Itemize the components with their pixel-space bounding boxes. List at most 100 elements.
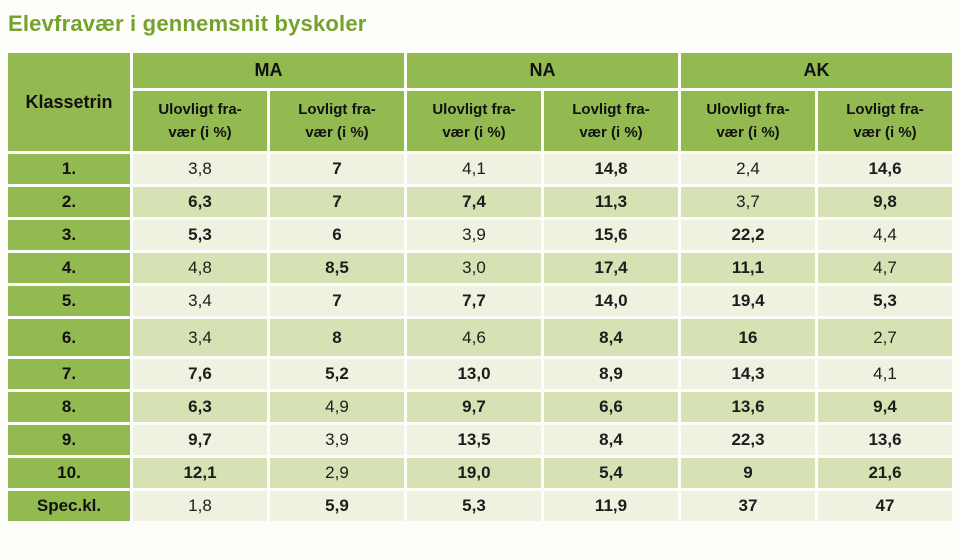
table-row: 5. 3,4 7 7,7 14,0 19,4 5,3	[8, 286, 952, 316]
table-row: 4. 4,8 8,5 3,0 17,4 11,1 4,7	[8, 253, 952, 283]
data-cell-na-lovligt: 6,6	[544, 392, 678, 422]
data-cell-ak-ulovligt: 22,3	[681, 425, 815, 455]
table-row: 9. 9,7 3,9 13,5 8,4 22,3 13,6	[8, 425, 952, 455]
data-cell-ma-ulovligt: 3,4	[133, 319, 267, 356]
data-cell-na-ulovligt: 13,5	[407, 425, 541, 455]
sub-header-row: Ulovligt fra- vær (i %) Lovligt fra- vær…	[8, 91, 952, 151]
column-header-na-ulovligt: Ulovligt fra- vær (i %)	[407, 91, 541, 151]
data-cell-ma-lovligt: 4,9	[270, 392, 404, 422]
table-row: 10. 12,1 2,9 19,0 5,4 9 21,6	[8, 458, 952, 488]
data-cell-ma-lovligt: 8,5	[270, 253, 404, 283]
sub-header-line: Lovligt fra-	[298, 100, 376, 118]
table-row: 7. 7,6 5,2 13,0 8,9 14,3 4,1	[8, 359, 952, 389]
data-cell-na-lovligt: 14,8	[544, 154, 678, 184]
data-cell-na-ulovligt: 9,7	[407, 392, 541, 422]
data-cell-ak-lovligt: 4,7	[818, 253, 952, 283]
data-cell-na-ulovligt: 19,0	[407, 458, 541, 488]
data-cell-ma-lovligt: 7	[270, 154, 404, 184]
data-cell-na-ulovligt: 5,3	[407, 491, 541, 521]
absence-table: Klassetrin MA NA AK Ulovligt fra- vær (i…	[5, 50, 955, 524]
data-cell-ak-ulovligt: 16	[681, 319, 815, 356]
data-cell-na-ulovligt: 3,0	[407, 253, 541, 283]
data-cell-ma-lovligt: 8	[270, 319, 404, 356]
sub-header-line: Lovligt fra-	[846, 100, 924, 118]
sub-header-line: Lovligt fra-	[572, 100, 650, 118]
row-label: 7.	[8, 359, 130, 389]
data-cell-ma-ulovligt: 3,4	[133, 286, 267, 316]
page-title: Elevfravær i gennemsnit byskoler	[8, 11, 367, 36]
row-label: 6.	[8, 319, 130, 356]
data-cell-ak-ulovligt: 3,7	[681, 187, 815, 217]
column-header-klassetrin: Klassetrin	[8, 53, 130, 151]
sub-header-line: Ulovligt fra-	[158, 100, 242, 118]
data-cell-ma-ulovligt: 5,3	[133, 220, 267, 250]
data-cell-ma-ulovligt: 1,8	[133, 491, 267, 521]
sub-header-line: vær (i %)	[853, 124, 917, 141]
data-cell-ma-ulovligt: 7,6	[133, 359, 267, 389]
row-label: 8.	[8, 392, 130, 422]
data-cell-ak-ulovligt: 22,2	[681, 220, 815, 250]
data-cell-na-ulovligt: 4,1	[407, 154, 541, 184]
data-cell-ak-ulovligt: 19,4	[681, 286, 815, 316]
group-header-ak: AK	[681, 53, 952, 88]
data-cell-na-lovligt: 8,4	[544, 425, 678, 455]
data-cell-ma-lovligt: 5,9	[270, 491, 404, 521]
data-cell-ak-ulovligt: 13,6	[681, 392, 815, 422]
data-cell-na-ulovligt: 7,4	[407, 187, 541, 217]
sub-header-line: vær (i %)	[168, 124, 232, 141]
row-label: 1.	[8, 154, 130, 184]
table-row: 1. 3,8 7 4,1 14,8 2,4 14,6	[8, 154, 952, 184]
data-cell-ak-lovligt: 21,6	[818, 458, 952, 488]
data-cell-na-lovligt: 8,4	[544, 319, 678, 356]
data-cell-ak-lovligt: 2,7	[818, 319, 952, 356]
data-cell-na-ulovligt: 13,0	[407, 359, 541, 389]
data-cell-ak-ulovligt: 14,3	[681, 359, 815, 389]
data-cell-ak-lovligt: 9,8	[818, 187, 952, 217]
data-cell-ak-lovligt: 14,6	[818, 154, 952, 184]
data-cell-ak-ulovligt: 11,1	[681, 253, 815, 283]
sub-header-line: vær (i %)	[716, 124, 780, 141]
table-row: 8. 6,3 4,9 9,7 6,6 13,6 9,4	[8, 392, 952, 422]
row-label: 2.	[8, 187, 130, 217]
table-row: Spec.kl. 1,8 5,9 5,3 11,9 37 47	[8, 491, 952, 521]
column-header-ma-lovligt: Lovligt fra- vær (i %)	[270, 91, 404, 151]
data-cell-ma-lovligt: 7	[270, 187, 404, 217]
data-cell-na-lovligt: 5,4	[544, 458, 678, 488]
sub-header-line: Ulovligt fra-	[432, 100, 516, 118]
data-cell-ak-ulovligt: 9	[681, 458, 815, 488]
data-cell-ma-ulovligt: 4,8	[133, 253, 267, 283]
row-label: 9.	[8, 425, 130, 455]
table-row: 6. 3,4 8 4,6 8,4 16 2,7	[8, 319, 952, 356]
data-cell-ma-ulovligt: 6,3	[133, 392, 267, 422]
table-header: Klassetrin MA NA AK Ulovligt fra- vær (i…	[8, 53, 952, 151]
row-label: 5.	[8, 286, 130, 316]
data-cell-ma-lovligt: 2,9	[270, 458, 404, 488]
data-cell-ma-lovligt: 3,9	[270, 425, 404, 455]
column-header-ak-lovligt: Lovligt fra- vær (i %)	[818, 91, 952, 151]
group-header-na: NA	[407, 53, 678, 88]
row-label: 3.	[8, 220, 130, 250]
group-header-ma: MA	[133, 53, 404, 88]
data-cell-na-ulovligt: 3,9	[407, 220, 541, 250]
data-cell-ak-ulovligt: 2,4	[681, 154, 815, 184]
data-cell-na-lovligt: 11,9	[544, 491, 678, 521]
data-cell-ma-lovligt: 6	[270, 220, 404, 250]
column-header-ak-ulovligt: Ulovligt fra- vær (i %)	[681, 91, 815, 151]
data-cell-ma-ulovligt: 6,3	[133, 187, 267, 217]
data-cell-ma-ulovligt: 12,1	[133, 458, 267, 488]
data-cell-na-lovligt: 8,9	[544, 359, 678, 389]
data-cell-ak-lovligt: 9,4	[818, 392, 952, 422]
data-cell-na-lovligt: 11,3	[544, 187, 678, 217]
data-cell-na-ulovligt: 7,7	[407, 286, 541, 316]
row-label: 4.	[8, 253, 130, 283]
data-cell-na-ulovligt: 4,6	[407, 319, 541, 356]
data-cell-ak-lovligt: 47	[818, 491, 952, 521]
data-cell-na-lovligt: 14,0	[544, 286, 678, 316]
data-cell-ak-lovligt: 4,4	[818, 220, 952, 250]
sub-header-line: vær (i %)	[579, 124, 643, 141]
column-header-ma-ulovligt: Ulovligt fra- vær (i %)	[133, 91, 267, 151]
data-cell-ak-ulovligt: 37	[681, 491, 815, 521]
sub-header-line: vær (i %)	[442, 124, 506, 141]
data-cell-ma-lovligt: 7	[270, 286, 404, 316]
